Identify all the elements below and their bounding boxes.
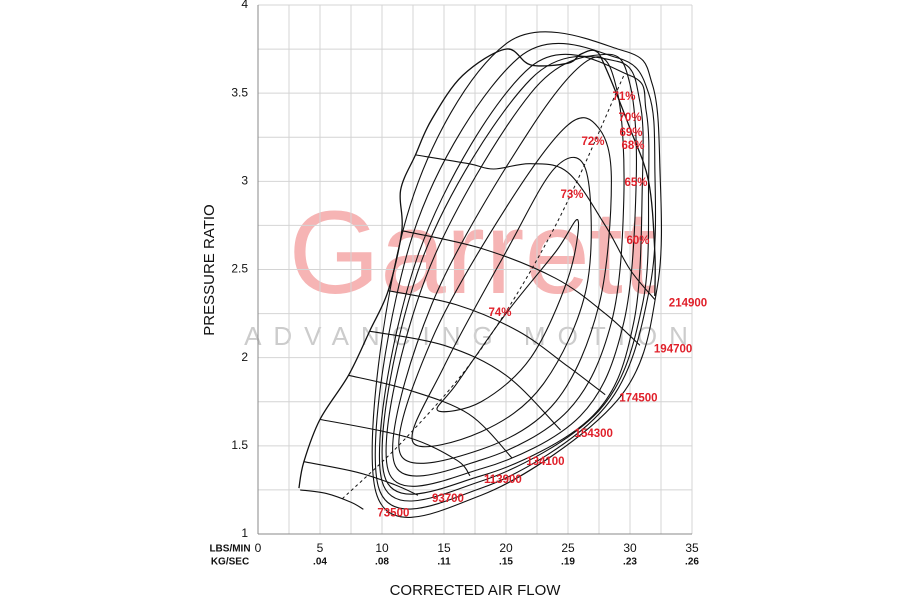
x-tick-label-secondary: .15 xyxy=(499,557,513,568)
x-unit-secondary: KG/SEC xyxy=(211,557,249,568)
x-tick-label: 35 xyxy=(685,541,699,555)
efficiency-label: 68% xyxy=(621,140,644,152)
speed-label: 93700 xyxy=(432,493,464,505)
x-tick-label-secondary: .26 xyxy=(685,557,699,568)
efficiency-island xyxy=(392,56,625,477)
speed-line xyxy=(401,230,641,346)
x-tick-label: 30 xyxy=(623,541,637,555)
speed-line xyxy=(388,290,606,396)
efficiency-label: 73% xyxy=(560,189,583,201)
x-tick-label: 0 xyxy=(255,541,262,555)
x-tick-label: 25 xyxy=(561,541,575,555)
speed-line xyxy=(300,489,364,510)
x-tick-label: 10 xyxy=(375,541,389,555)
x-tick-label-secondary: .19 xyxy=(561,557,575,568)
y-tick-label: 1.5 xyxy=(231,438,248,452)
x-tick-label-secondary: .11 xyxy=(437,557,451,568)
x-tick-label: 15 xyxy=(437,541,451,555)
y-tick-label: 3 xyxy=(241,174,248,188)
efficiency-label: 65% xyxy=(624,177,647,189)
speed-line xyxy=(348,374,513,459)
efficiency-label: 70% xyxy=(618,112,641,124)
x-tick-label: 20 xyxy=(499,541,513,555)
speed-label: 214900 xyxy=(669,298,707,310)
speed-line xyxy=(369,330,561,431)
y-tick-label: 2 xyxy=(241,350,248,364)
efficiency-island xyxy=(374,42,657,510)
y-axis-title: PRESSURE RATIO xyxy=(201,204,218,335)
y-tick-label: 2.5 xyxy=(231,262,248,276)
speed-label: 134100 xyxy=(526,456,564,468)
efficiency-island xyxy=(398,117,612,464)
speed-line xyxy=(303,461,419,496)
speed-line xyxy=(415,154,656,300)
efficiency-label: 72% xyxy=(581,136,604,148)
y-tick-label: 3.5 xyxy=(231,85,248,99)
efficiency-label: 60% xyxy=(626,235,649,247)
x-tick-label-secondary: .23 xyxy=(623,557,637,568)
efficiency-label: 74% xyxy=(488,307,511,319)
efficiency-label: 71% xyxy=(612,91,635,103)
x-unit-primary: LBS/MIN xyxy=(209,544,250,555)
efficiency-label: 69% xyxy=(619,127,642,139)
watermark-subtitle: ADVANCING MOTION xyxy=(244,321,700,351)
surge-line xyxy=(298,48,656,489)
watermark: Garrett xyxy=(288,187,655,319)
y-tick-label: 1 xyxy=(241,526,248,540)
speed-label: 113900 xyxy=(484,474,522,486)
speed-label: 174500 xyxy=(619,393,657,405)
peak-efficiency-line xyxy=(341,75,625,500)
efficiency-island xyxy=(411,156,592,448)
plot xyxy=(257,4,693,535)
x-tick-label-secondary: .04 xyxy=(313,557,327,568)
efficiency-island xyxy=(378,53,650,502)
y-tick-label: 4 xyxy=(241,0,248,11)
efficiency-island xyxy=(385,53,637,487)
speed-label: 194700 xyxy=(654,343,692,355)
x-axis-title: CORRECTED AIR FLOW xyxy=(390,582,562,599)
x-tick-label: 5 xyxy=(317,541,324,555)
speed-label: 73500 xyxy=(377,507,409,519)
speed-label: 154300 xyxy=(575,428,613,440)
efficiency-island xyxy=(371,31,663,518)
efficiency-island xyxy=(381,55,644,495)
speed-line xyxy=(319,418,471,477)
x-tick-label-secondary: .08 xyxy=(375,557,389,568)
